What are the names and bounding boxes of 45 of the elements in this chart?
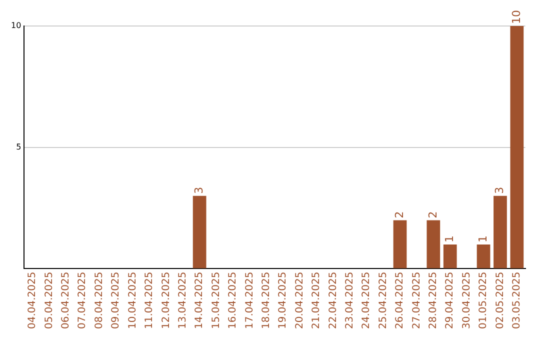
- x-tick-label: 11.04.2025: [144, 272, 156, 330]
- bar: [393, 220, 407, 268]
- x-tick-label: 07.04.2025: [77, 272, 88, 330]
- x-tick-label: 04.04.2025: [27, 272, 38, 330]
- bar: [494, 196, 507, 268]
- x-tick-label: 20.04.2025: [294, 272, 306, 330]
- bar: [443, 244, 457, 268]
- x-tick-label: 01.05.2025: [478, 272, 490, 330]
- x-tick-label: 13.04.2025: [177, 272, 188, 330]
- data-label: 2: [392, 211, 406, 218]
- x-tick-label: 16.04.2025: [228, 272, 239, 330]
- x-tick-label: 30.04.2025: [461, 272, 472, 330]
- x-tick-label: 15.04.2025: [210, 272, 222, 330]
- x-tick-label: 06.04.2025: [60, 272, 72, 330]
- x-tick-label: 10.04.2025: [127, 272, 138, 330]
- data-label: 10: [510, 10, 523, 24]
- x-tick-label: 24.04.2025: [361, 272, 372, 330]
- bar: [192, 196, 206, 268]
- bar: [476, 244, 490, 268]
- x-tick-label: 14.04.2025: [194, 272, 206, 330]
- x-tick-label: 18.04.2025: [260, 272, 272, 330]
- bar: [426, 220, 440, 268]
- x-tick-label: 25.04.2025: [378, 272, 389, 330]
- data-label: 3: [192, 186, 206, 194]
- x-tick-label: 12.04.2025: [160, 272, 172, 330]
- x-tick-label: 27.04.2025: [411, 272, 422, 330]
- x-tick-label: 09.04.2025: [110, 272, 122, 330]
- data-label: 3: [493, 186, 506, 194]
- x-tick-label: 22.04.2025: [328, 272, 339, 330]
- x-tick-label: 02.05.2025: [494, 272, 506, 330]
- data-label: 1: [476, 235, 490, 242]
- x-tick-label: 08.04.2025: [94, 272, 105, 330]
- bar: [510, 26, 524, 268]
- data-label: 2: [426, 211, 440, 218]
- x-tick-label: 28.04.2025: [428, 272, 440, 330]
- x-tick-label: 19.04.2025: [278, 272, 289, 330]
- x-tick-label: 03.05.2025: [512, 272, 523, 330]
- x-tick-label: 21.04.2025: [311, 272, 322, 330]
- x-tick-label: 23.04.2025: [344, 272, 356, 330]
- data-label: 1: [442, 235, 456, 242]
- x-tick-label: 26.04.2025: [394, 272, 406, 330]
- y-tick-label: 5: [16, 142, 22, 152]
- x-tick-label: 05.04.2025: [44, 272, 55, 330]
- x-tick-label: 17.04.2025: [244, 272, 256, 330]
- x-tick-label: 29.04.2025: [444, 272, 456, 330]
